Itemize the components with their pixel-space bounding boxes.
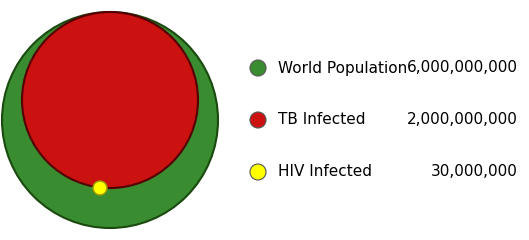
Text: 6,000,000,000: 6,000,000,000 (407, 60, 518, 76)
Text: TB Infected: TB Infected (278, 113, 366, 127)
Text: 2,000,000,000: 2,000,000,000 (407, 113, 518, 127)
Circle shape (250, 60, 266, 76)
Circle shape (2, 12, 218, 228)
Text: HIV Infected: HIV Infected (278, 164, 372, 180)
Circle shape (250, 164, 266, 180)
Circle shape (93, 181, 107, 195)
Text: 30,000,000: 30,000,000 (431, 164, 518, 180)
Circle shape (250, 112, 266, 128)
Circle shape (22, 12, 198, 188)
Text: World Population: World Population (278, 60, 407, 76)
